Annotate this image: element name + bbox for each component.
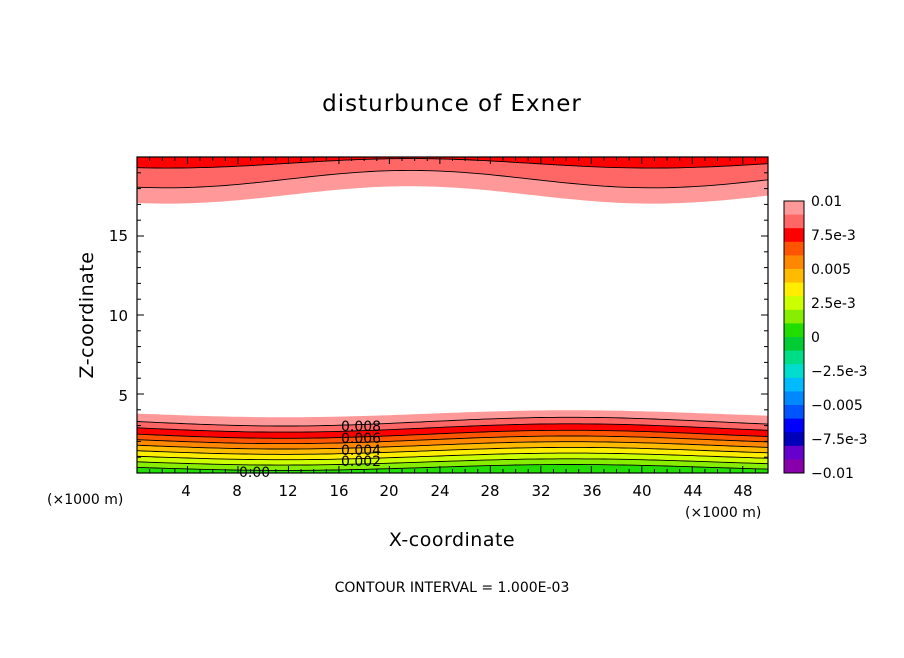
contour-line <box>137 446 768 455</box>
contour-band <box>137 458 768 471</box>
y-tick-labels: 5 10 15 <box>109 227 128 405</box>
x-tick-label: 28 <box>480 482 499 500</box>
x-tick-label: 4 <box>181 482 191 500</box>
x-tick-label: 8 <box>232 482 242 500</box>
colorbar-swatch <box>784 323 804 338</box>
contour-label-0.008: 0.008 <box>341 419 381 435</box>
contour-line <box>137 423 768 433</box>
colorbar-swatch <box>784 377 804 392</box>
contour-line <box>137 441 768 450</box>
upper-contour-fills <box>137 157 768 204</box>
chart-title: disturbunce of Exner <box>322 91 582 117</box>
x-tick-label: 40 <box>632 482 651 500</box>
x-tick-label: 12 <box>278 482 297 500</box>
colorbar-label: −2.5e-3 <box>811 364 868 380</box>
contour-band <box>137 436 768 449</box>
colorbar-swatch <box>784 255 804 270</box>
x-unit-right: (×1000 m) <box>685 505 761 521</box>
colorbar-swatch <box>784 364 804 379</box>
x-tick-label: 20 <box>379 482 398 500</box>
x-tick-label: 16 <box>329 482 348 500</box>
colorbar-labels: 0.01 7.5e-3 0.005 2.5e-3 0 −2.5e-3 −0.00… <box>811 194 868 482</box>
contour-band <box>137 447 768 460</box>
y-axis-label: Z-coordinate <box>76 252 98 379</box>
colorbar-label: −7.5e-3 <box>811 432 868 448</box>
colorbar-swatch <box>784 228 804 243</box>
colorbar-label: 0 <box>811 330 820 346</box>
contour-band <box>137 410 768 426</box>
x-axis-label: X-coordinate <box>389 529 515 551</box>
x-tick-label: 24 <box>430 482 449 500</box>
x-tick-label: 44 <box>683 482 702 500</box>
contour-band <box>137 464 768 473</box>
contour-label-0.006: 0.006 <box>341 431 381 447</box>
contour-band <box>137 453 768 466</box>
lower-contour-fills <box>137 410 768 473</box>
x-tick-label: 36 <box>582 482 601 500</box>
colorbar-label: 0.01 <box>811 194 842 210</box>
contour-line <box>137 464 768 471</box>
colorbar-label: −0.005 <box>811 398 863 414</box>
colorbar-swatch <box>784 269 804 284</box>
colorbar-swatch <box>784 405 804 420</box>
contour-line <box>137 416 768 427</box>
x-tick-labels: 4 8 12 16 20 24 28 32 36 40 44 48 <box>181 482 752 500</box>
y-tick-label: 10 <box>109 307 128 325</box>
colorbar-label: −0.01 <box>811 466 854 482</box>
colorbar-swatch <box>784 432 804 447</box>
contour-interval-note: CONTOUR INTERVAL = 1.000E-03 <box>335 580 570 596</box>
x-unit-left: (×1000 m) <box>47 492 123 508</box>
colorbar-swatch <box>784 418 804 433</box>
contour-line <box>137 429 768 439</box>
contour-line <box>137 452 768 461</box>
axis-ticks <box>136 156 769 474</box>
colorbar-swatch <box>784 337 804 352</box>
colorbar-swatch <box>784 241 804 256</box>
colorbar-swatch <box>784 214 804 229</box>
contour-label-0.00: 0.00 <box>239 465 270 481</box>
contour-label-0.002: 0.002 <box>341 454 381 470</box>
x-tick-label: 48 <box>733 482 752 500</box>
colorbar-label: 7.5e-3 <box>811 228 856 244</box>
contour-line <box>137 169 768 189</box>
colorbar-swatch <box>784 350 804 365</box>
contour-label-0.004: 0.004 <box>341 443 381 459</box>
contour-line <box>137 458 768 466</box>
contour-band <box>137 423 768 439</box>
colorbar-swatch <box>784 459 804 474</box>
contour-band <box>137 417 768 433</box>
x-tick-label: 32 <box>531 482 550 500</box>
contour-band <box>137 430 768 444</box>
contour-labels: 0.008 0.006 0.004 0.002 0.00 <box>239 419 381 481</box>
colorbar-swatch <box>784 201 804 216</box>
colorbar-swatch <box>784 391 804 406</box>
contour-line <box>137 435 768 445</box>
colorbar-swatch <box>784 445 804 460</box>
y-tick-label: 5 <box>118 387 128 405</box>
colorbar-label: 0.005 <box>811 262 851 278</box>
colorbar <box>784 201 804 474</box>
colorbar-label: 2.5e-3 <box>811 296 856 312</box>
colorbar-swatch <box>784 309 804 324</box>
colorbar-swatch <box>784 296 804 311</box>
colorbar-swatch <box>784 282 804 297</box>
y-tick-label: 15 <box>109 227 128 245</box>
contour-lines <box>137 158 768 471</box>
colorbar-frame <box>783 200 805 474</box>
contour-band <box>137 441 768 455</box>
contour-band <box>137 157 768 169</box>
